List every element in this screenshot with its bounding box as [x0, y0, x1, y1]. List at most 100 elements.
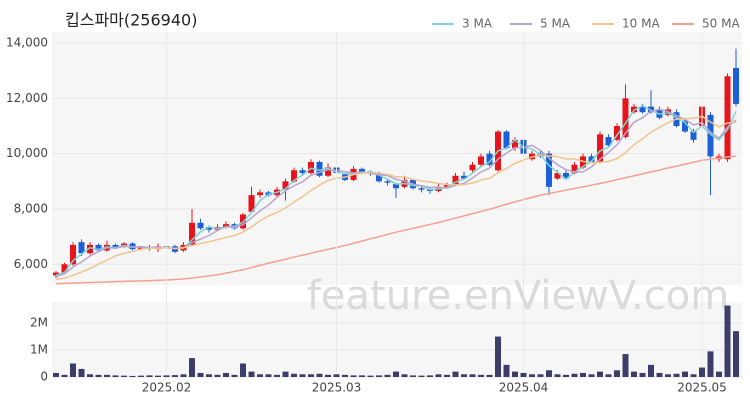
legend-label: 5 MA	[540, 17, 571, 31]
volume-bar	[155, 375, 161, 377]
candle-body	[452, 175, 459, 185]
candle-body	[206, 226, 212, 230]
volume-bar	[342, 374, 348, 377]
volume-bar	[308, 374, 314, 377]
candle-body	[588, 156, 595, 162]
volume-bar	[707, 351, 714, 377]
volume-bar	[112, 375, 119, 377]
candle-body	[486, 153, 493, 165]
volume-bar	[622, 354, 629, 377]
candle-body	[78, 242, 85, 254]
candle-body	[112, 244, 119, 248]
volume-bar	[614, 370, 620, 377]
candle-body	[503, 131, 510, 149]
volume-bar	[699, 367, 705, 377]
candle-body	[690, 131, 697, 140]
volume-bar	[393, 371, 399, 377]
volume-bar	[197, 372, 204, 377]
candle-body	[197, 222, 204, 229]
volume-bar	[70, 363, 76, 377]
volume-bar	[631, 371, 637, 377]
volume-bar	[452, 371, 459, 377]
candle-body	[87, 244, 93, 254]
volume-bar	[78, 368, 85, 377]
candle-body	[546, 153, 552, 187]
volume-bar	[486, 374, 493, 377]
candle-body	[316, 161, 323, 176]
volume-bar	[410, 375, 416, 377]
candle-body	[291, 170, 297, 182]
volume-bar	[648, 364, 654, 377]
candle-body	[444, 184, 450, 187]
volume-bar	[444, 374, 450, 377]
volume-bar	[435, 374, 442, 377]
volume-bar	[282, 371, 289, 377]
y-tick-label: 1M	[30, 343, 48, 357]
volume-bar	[580, 372, 586, 377]
candle-body	[512, 139, 518, 149]
volume-bar	[299, 374, 306, 377]
y-tick-label: 10,000	[6, 146, 48, 160]
volume-bar	[427, 375, 433, 377]
volume-bar	[478, 374, 484, 377]
candle-body	[605, 137, 612, 146]
candle-body	[325, 167, 331, 176]
legend-label: 10 MA	[622, 17, 660, 31]
candle-body	[257, 192, 263, 196]
volume-bar	[716, 371, 722, 377]
volume-bar	[512, 371, 518, 377]
volume-bar	[350, 375, 357, 377]
volume-bar	[180, 374, 187, 377]
legend-label: 50 MA	[702, 17, 740, 31]
volume-bar	[376, 375, 382, 377]
volume-bar	[325, 374, 331, 377]
volume-bar	[291, 373, 297, 377]
volume-bar	[690, 374, 697, 377]
volume-bar	[605, 374, 612, 377]
volume-bar	[265, 374, 272, 377]
volume-bar	[121, 375, 127, 377]
candle-body	[461, 175, 467, 179]
volume-bar	[248, 371, 255, 377]
x-tick-label: 2025.02	[142, 381, 192, 395]
volume-bar	[189, 358, 195, 377]
candle-body	[733, 67, 739, 104]
volume-bar	[401, 374, 408, 377]
volume-bar	[138, 375, 144, 377]
candle-body	[282, 181, 289, 190]
volume-bar	[503, 364, 510, 377]
candle-body	[469, 164, 476, 171]
candle-body	[418, 188, 425, 190]
x-tick-label: 2025.04	[499, 381, 549, 395]
candle-body	[682, 120, 688, 132]
x-tick-label: 2025.05	[677, 381, 727, 395]
volume-bar	[172, 375, 178, 377]
volume-bar	[554, 374, 561, 377]
candle-body	[614, 126, 620, 140]
volume-bar	[724, 305, 731, 377]
candle-body	[376, 173, 382, 182]
volume-bar	[333, 374, 340, 377]
volume-bar	[163, 375, 170, 377]
candle-body	[299, 170, 306, 174]
volume-bar	[223, 372, 229, 377]
volume-bar	[495, 336, 501, 377]
candle-body	[53, 272, 59, 276]
candle-body	[478, 156, 484, 165]
volume-bar	[673, 373, 680, 377]
volume-bar	[87, 374, 93, 377]
volume-bar	[274, 374, 280, 377]
volume-bar	[206, 374, 212, 377]
volume-bar	[146, 375, 153, 377]
volume-bar	[520, 372, 527, 377]
volume-bar	[461, 374, 467, 377]
candle-body	[639, 106, 646, 113]
candle-body	[70, 244, 76, 265]
candle-body	[622, 98, 629, 138]
y-tick-label: 6,000	[14, 257, 48, 271]
volume-bar	[104, 374, 110, 377]
y-tick-label: 2M	[30, 316, 48, 330]
volume-bar	[359, 375, 365, 377]
volume-bar	[537, 374, 544, 377]
